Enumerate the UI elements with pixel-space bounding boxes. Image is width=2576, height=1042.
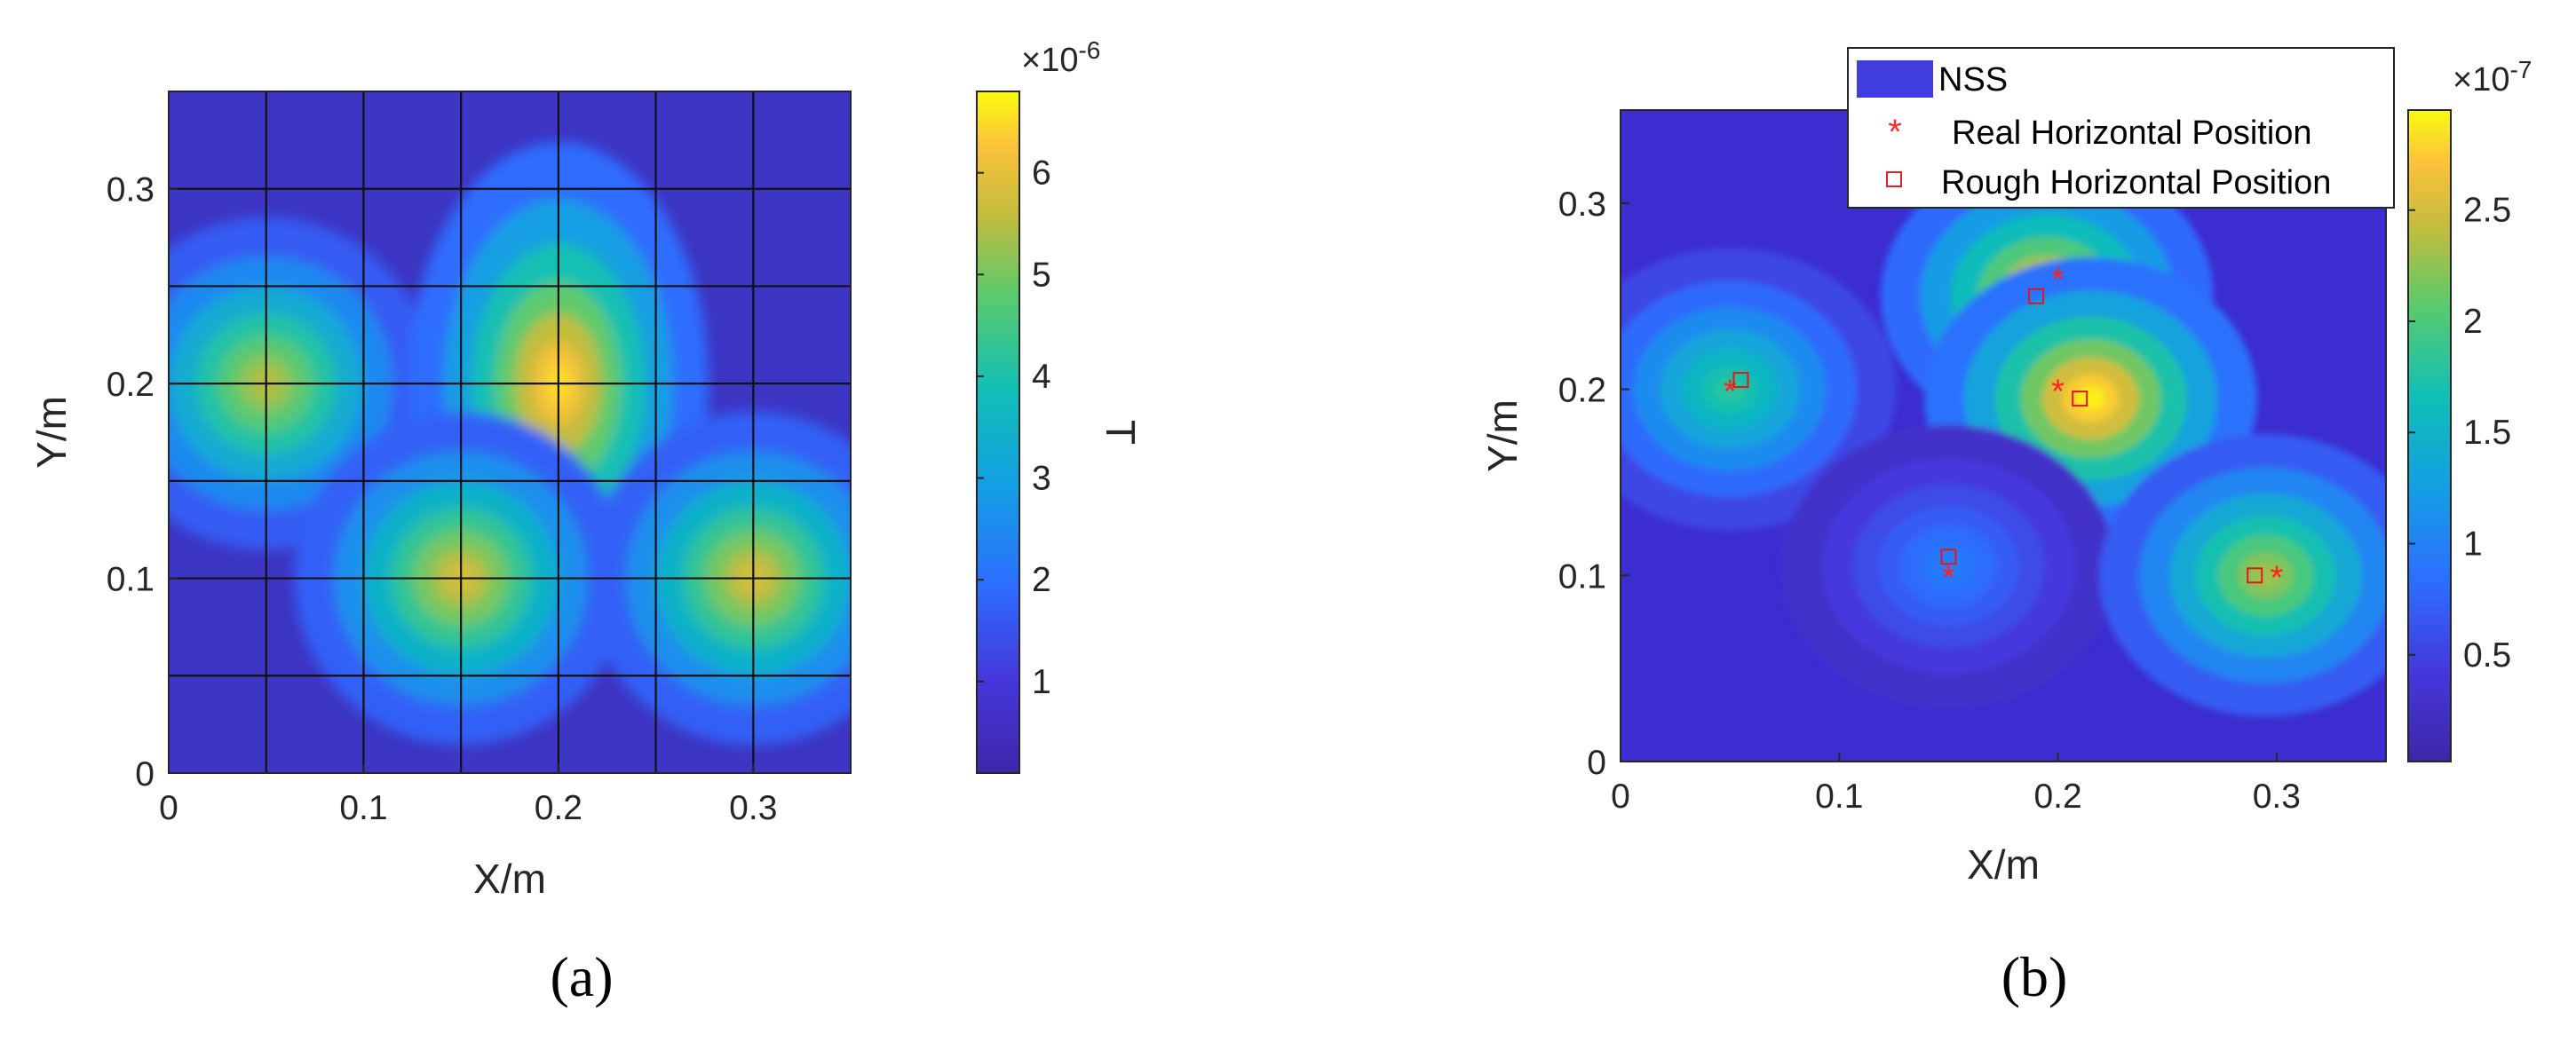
y-axis-label-a: Y/m bbox=[28, 396, 75, 469]
x-tick-label: 0.1 bbox=[339, 789, 387, 827]
y-tick-label: 0 bbox=[1587, 744, 1606, 782]
chart-a: 0 0.1 0.2 0.3 0 0.1 0.2 0.3 X/m Y/m 1 2 3 4 5 6 ×10… bbox=[28, 36, 1144, 1008]
legend-label-nss: NSS bbox=[1938, 61, 2008, 99]
y-tick-label: 0 bbox=[135, 755, 155, 793]
legend-label-rough: Rough Horizontal Position bbox=[1941, 164, 2331, 201]
legend-marker-rough bbox=[1886, 171, 1902, 187]
heatmap-peak bbox=[2076, 386, 2105, 411]
x-tick-label: 0 bbox=[159, 789, 178, 827]
colorbar-tick-label: 4 bbox=[1032, 358, 1051, 396]
grid-a bbox=[169, 91, 851, 773]
heatmap-peak bbox=[1716, 377, 1744, 401]
x-tick-label: 0.2 bbox=[535, 789, 583, 827]
colorbar-b-ticks: 0.5 1 1.5 2 2.5 bbox=[2408, 192, 2511, 675]
y-tick-label: 0.1 bbox=[1558, 557, 1606, 596]
x-ticks-a: 0 0.1 0.2 0.3 bbox=[159, 764, 777, 827]
rough-positions-b bbox=[1732, 288, 2263, 584]
y-tick-label: 0.2 bbox=[1558, 372, 1606, 410]
colorbar-tick-label: 2 bbox=[1032, 561, 1051, 599]
legend-swatch-nss bbox=[1857, 60, 1933, 98]
y-axis-label-b: Y/m bbox=[1479, 399, 1526, 472]
legend-box bbox=[1847, 47, 2395, 209]
y-tick-label: 0.1 bbox=[107, 561, 155, 599]
panel-label-b: (b) bbox=[2001, 945, 2068, 1008]
colorbar-tick-label: 0.5 bbox=[2463, 636, 2511, 675]
colorbar-tick-label: 1.5 bbox=[2463, 414, 2511, 452]
panel-label-a: (a) bbox=[550, 945, 613, 1008]
colorbar-tick-label: 2 bbox=[2463, 303, 2483, 341]
colorbar-tick-label: 2.5 bbox=[2463, 192, 2511, 230]
real-position-marker: * bbox=[2051, 374, 2065, 411]
rough-position-marker bbox=[2072, 391, 2089, 407]
colorbar-a-exponent: ×10-6 bbox=[1021, 36, 1100, 79]
rough-position-marker bbox=[1732, 372, 1749, 389]
colorbar-b bbox=[2408, 110, 2451, 762]
y-tick-label: 0.3 bbox=[107, 171, 155, 209]
colorbar-tick-label: 3 bbox=[1032, 460, 1051, 498]
heatmap-b-field bbox=[1621, 154, 2386, 717]
rough-position-marker bbox=[1940, 549, 1957, 565]
colorbar-tick-label: 5 bbox=[1032, 256, 1051, 294]
axes-box-a bbox=[168, 91, 852, 774]
x-tick-label: 0.2 bbox=[2033, 778, 2081, 816]
x-axis-label-a: X/m bbox=[473, 856, 546, 902]
legend-marker-real: * bbox=[1888, 113, 1902, 152]
x-tick-label: 0.3 bbox=[2253, 778, 2301, 816]
x-tick-label: 0 bbox=[1611, 778, 1630, 816]
colorbar-tick-label: 1 bbox=[1032, 663, 1051, 701]
colorbar-tick-label: 6 bbox=[1032, 154, 1051, 193]
x-tick-label: 0.3 bbox=[729, 789, 777, 827]
y-ticks-a: 0 0.1 0.2 0.3 bbox=[107, 171, 178, 793]
y-ticks-b: 0 0.1 0.2 0.3 bbox=[1558, 186, 1629, 782]
real-positions-b: * * * * * bbox=[1724, 262, 2284, 597]
colorbar-a-ticks: 1 2 3 4 5 6 bbox=[977, 154, 1051, 701]
legend-b: NSS * Real Horizontal Position Rough Hor… bbox=[1847, 47, 2395, 209]
chart-b: * * * * * 0 0.1 0.2 0.3 0 0.1 0.2 0.3 X/m Y/m 0.5 1… bbox=[1479, 47, 2532, 1008]
rough-position-marker bbox=[2247, 567, 2263, 584]
real-position-marker: * bbox=[1942, 559, 1955, 596]
colorbar-b-exponent: ×10-7 bbox=[2453, 56, 2532, 99]
rough-position-marker bbox=[2027, 288, 2044, 304]
real-position-marker: * bbox=[2051, 262, 2065, 299]
y-tick-label: 0.3 bbox=[1558, 186, 1606, 224]
colorbar-a bbox=[977, 91, 1019, 773]
y-tick-label: 0.2 bbox=[107, 366, 155, 404]
heatmap-b bbox=[1621, 110, 2386, 762]
x-tick-label: 0.1 bbox=[1815, 778, 1863, 816]
real-position-marker: * bbox=[2270, 559, 2283, 596]
colorbar-a-label: T bbox=[1098, 420, 1144, 445]
real-position-marker: * bbox=[1724, 374, 1737, 411]
x-axis-label-b: X/m bbox=[1967, 841, 2040, 888]
heatmap-a bbox=[169, 91, 851, 773]
legend-label-real: Real Horizontal Position bbox=[1952, 114, 2312, 152]
colorbar-tick-label: 1 bbox=[2463, 525, 2483, 563]
x-ticks-b: 0 0.1 0.2 0.3 bbox=[1611, 753, 2301, 816]
heatmap-peak bbox=[2251, 563, 2280, 588]
